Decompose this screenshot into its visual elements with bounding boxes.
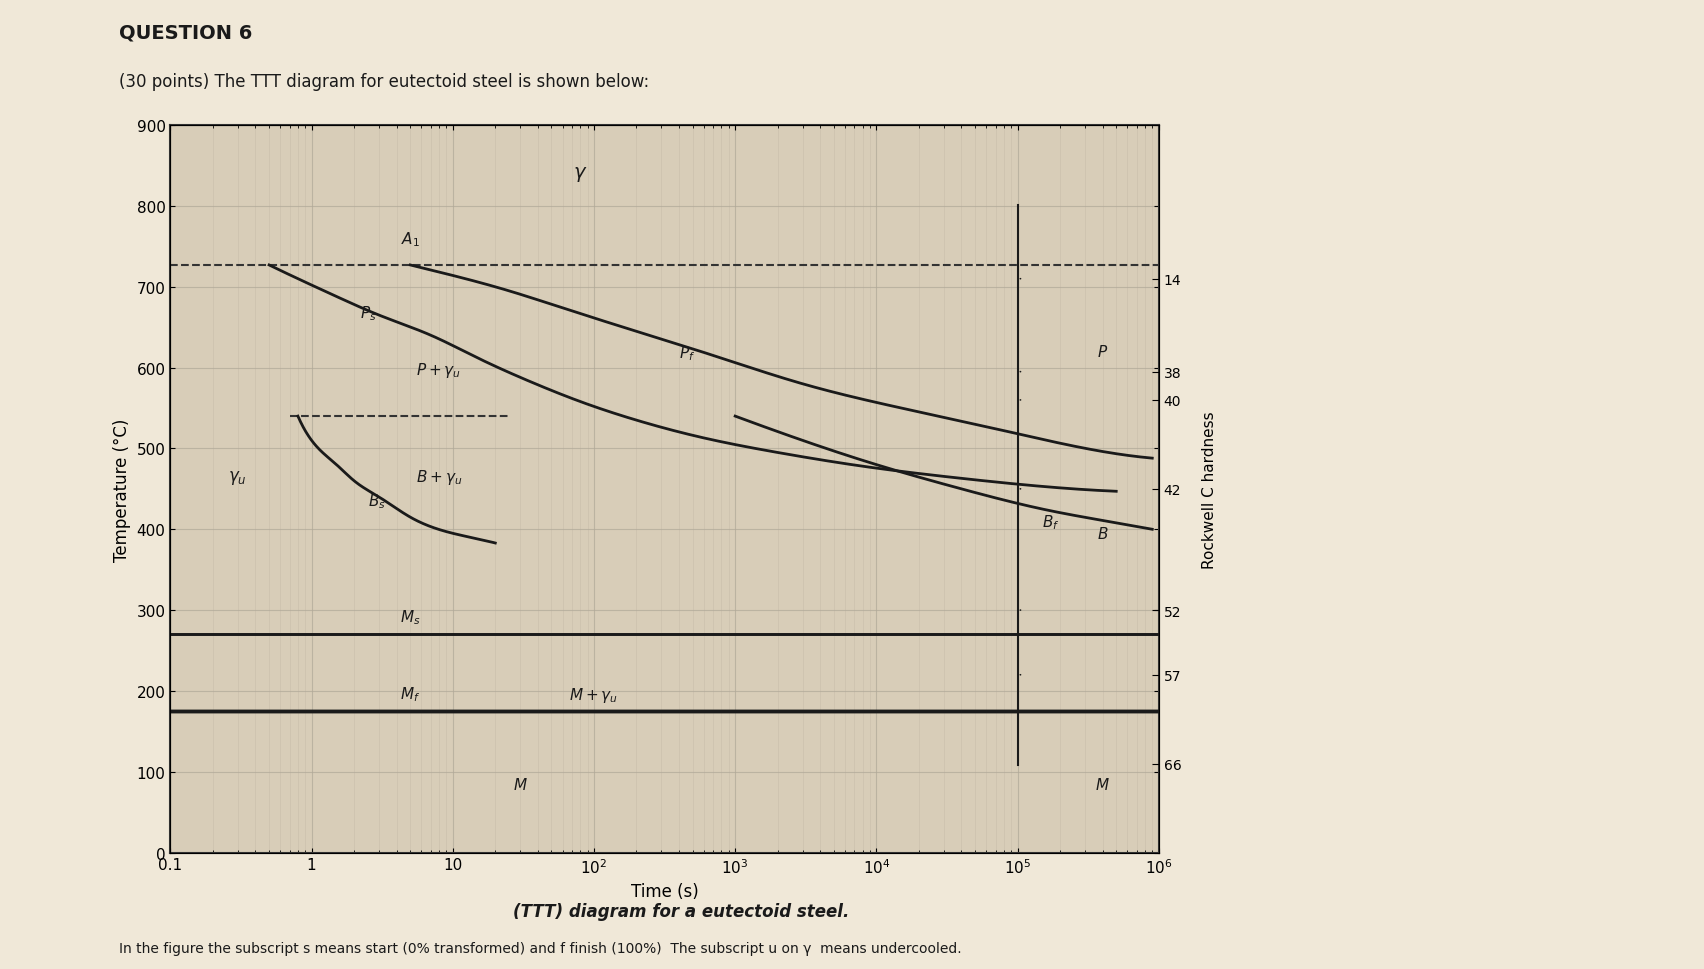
Y-axis label: Rockwell C hardness: Rockwell C hardness (1201, 411, 1217, 568)
Text: $B_s$: $B_s$ (368, 492, 385, 511)
Text: $M$: $M$ (513, 776, 528, 792)
Y-axis label: Temperature (°C): Temperature (°C) (112, 418, 131, 561)
Text: $P_s$: $P_s$ (360, 304, 377, 323)
Text: $B + \gamma_u$: $B + \gamma_u$ (416, 468, 462, 486)
Text: In the figure the subscript s means start (0% transformed) and f finish (100%)  : In the figure the subscript s means star… (119, 941, 961, 954)
Text: $M$: $M$ (1096, 776, 1109, 792)
Text: $B$: $B$ (1097, 526, 1108, 542)
Text: (TTT) diagram for a eutectoid steel.: (TTT) diagram for a eutectoid steel. (513, 902, 850, 920)
Text: $\gamma_u$: $\gamma_u$ (228, 468, 247, 486)
Text: $A_1$: $A_1$ (400, 230, 419, 249)
Text: $P + \gamma_u$: $P + \gamma_u$ (416, 360, 462, 379)
Text: (30 points) The TTT diagram for eutectoid steel is shown below:: (30 points) The TTT diagram for eutectoi… (119, 74, 649, 91)
Text: $P_f$: $P_f$ (678, 344, 695, 363)
X-axis label: Time (s): Time (s) (630, 882, 699, 900)
Text: $\gamma$: $\gamma$ (573, 165, 588, 184)
Text: $P$: $P$ (1097, 344, 1108, 360)
Text: $M + \gamma_u$: $M + \gamma_u$ (569, 686, 619, 704)
Text: QUESTION 6: QUESTION 6 (119, 24, 252, 43)
Text: $B_f$: $B_f$ (1043, 513, 1060, 531)
Text: $M_f$: $M_f$ (400, 685, 421, 703)
Text: $M_s$: $M_s$ (400, 608, 421, 627)
